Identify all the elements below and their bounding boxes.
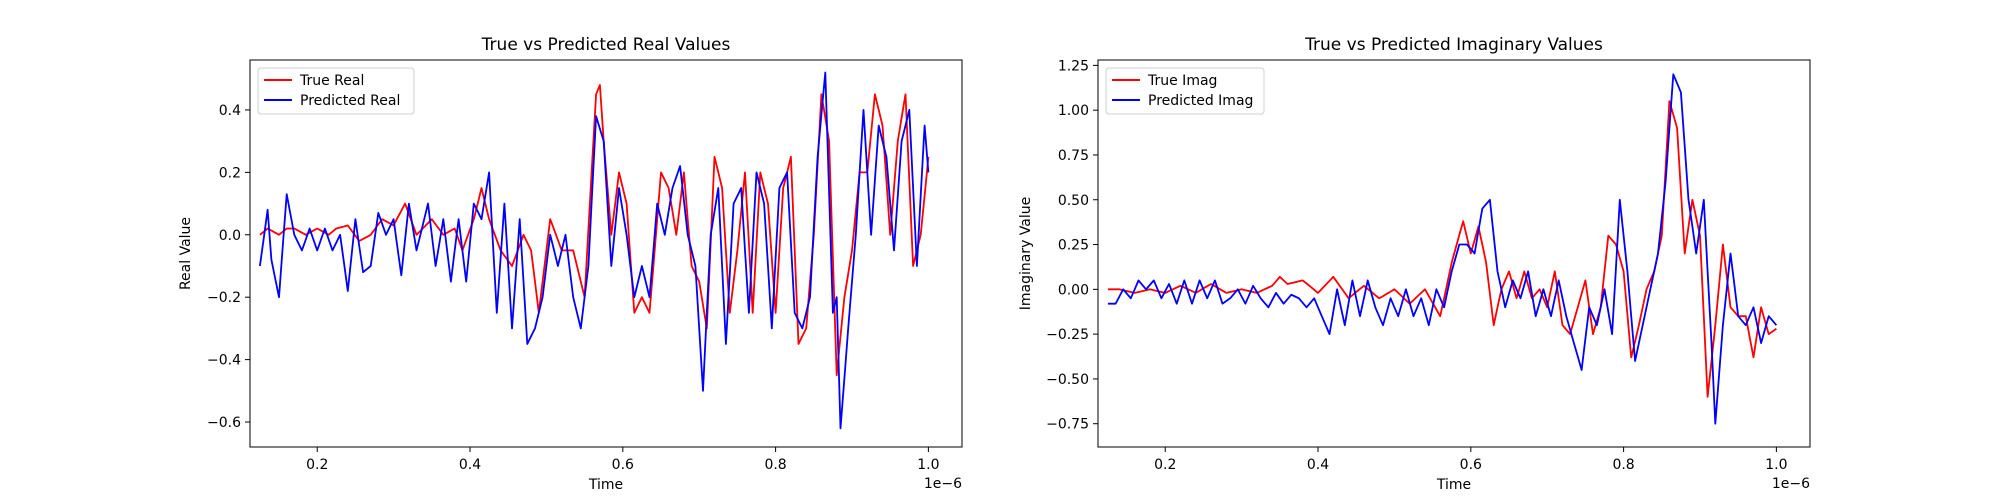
y-tick-label: 0.2: [219, 165, 241, 181]
legend-label: True Real: [299, 73, 364, 89]
y-tick-label: 0.50: [1058, 193, 1089, 209]
x-tick-label: 1.0: [917, 457, 939, 473]
legend-label: True Imag: [1147, 73, 1217, 89]
series-line-predicted-real: [259, 71, 930, 430]
x-axis-label: Time: [1436, 477, 1471, 493]
chart-title: True vs Predicted Real Values: [481, 35, 731, 55]
x-offset-label: 1e−6: [924, 476, 962, 492]
x-offset-label: 1e−6: [1772, 476, 1810, 492]
legend-box: [257, 67, 415, 115]
legend-label: Predicted Imag: [1148, 93, 1253, 109]
x-tick-label: 0.8: [764, 457, 786, 473]
legend-label: Predicted Real: [300, 93, 400, 109]
x-tick-label: 0.4: [459, 457, 481, 473]
chart-title: True vs Predicted Imaginary Values: [1304, 35, 1603, 55]
y-tick-label: −0.4: [207, 353, 241, 369]
legend: True Real Predicted Real: [257, 67, 415, 115]
y-tick-label: 0.75: [1058, 148, 1089, 164]
x-tick-label: 0.8: [1612, 457, 1634, 473]
series-line-true-real: [259, 84, 930, 377]
x-axis-label: Time: [588, 477, 623, 493]
y-tick-label: 0.4: [219, 103, 241, 119]
x-tick-label: 0.2: [1154, 457, 1176, 473]
legend: True Imag Predicted Imag: [1105, 67, 1265, 115]
x-tick-label: 0.4: [1307, 457, 1329, 473]
x-tick-label: 0.6: [612, 457, 634, 473]
y-tick-label: −0.50: [1046, 372, 1089, 388]
y-tick-label: 0.25: [1058, 238, 1089, 254]
plot-area-frame: [249, 59, 963, 448]
y-tick-label: 0.0: [219, 228, 241, 244]
x-tick-label: 0.6: [1460, 457, 1482, 473]
y-tick-label: 1.00: [1058, 103, 1089, 119]
x-tick-label: 0.2: [306, 457, 328, 473]
y-axis-label: Imaginary Value: [1018, 197, 1034, 311]
y-tick-label: −0.75: [1046, 417, 1089, 433]
y-tick-label: 1.25: [1058, 58, 1089, 74]
chart-2: 0.2 0.4 0.6 0.8 1.0 −0.75 −0.50 −0.25 0.00 0.25 0.…: [1018, 35, 1811, 493]
y-axis-label: Real Value: [178, 217, 194, 290]
legend-box: [1105, 67, 1265, 115]
series-line-true-imag: [1107, 100, 1777, 398]
plot-area-frame: [1097, 59, 1811, 448]
y-tick-label: −0.6: [207, 415, 241, 431]
series-line-predicted-imag: [1107, 73, 1778, 425]
y-tick-label: −0.2: [207, 290, 241, 306]
y-tick-label: −0.25: [1046, 327, 1089, 343]
chart-1: 0.2 0.4 0.6 0.8 1.0 −0.6 −0.4 −0.2 0.0 0.2 0.4 True…: [178, 35, 963, 493]
x-tick-label: 1.0: [1765, 457, 1787, 473]
y-tick-label: 0.00: [1058, 282, 1089, 298]
